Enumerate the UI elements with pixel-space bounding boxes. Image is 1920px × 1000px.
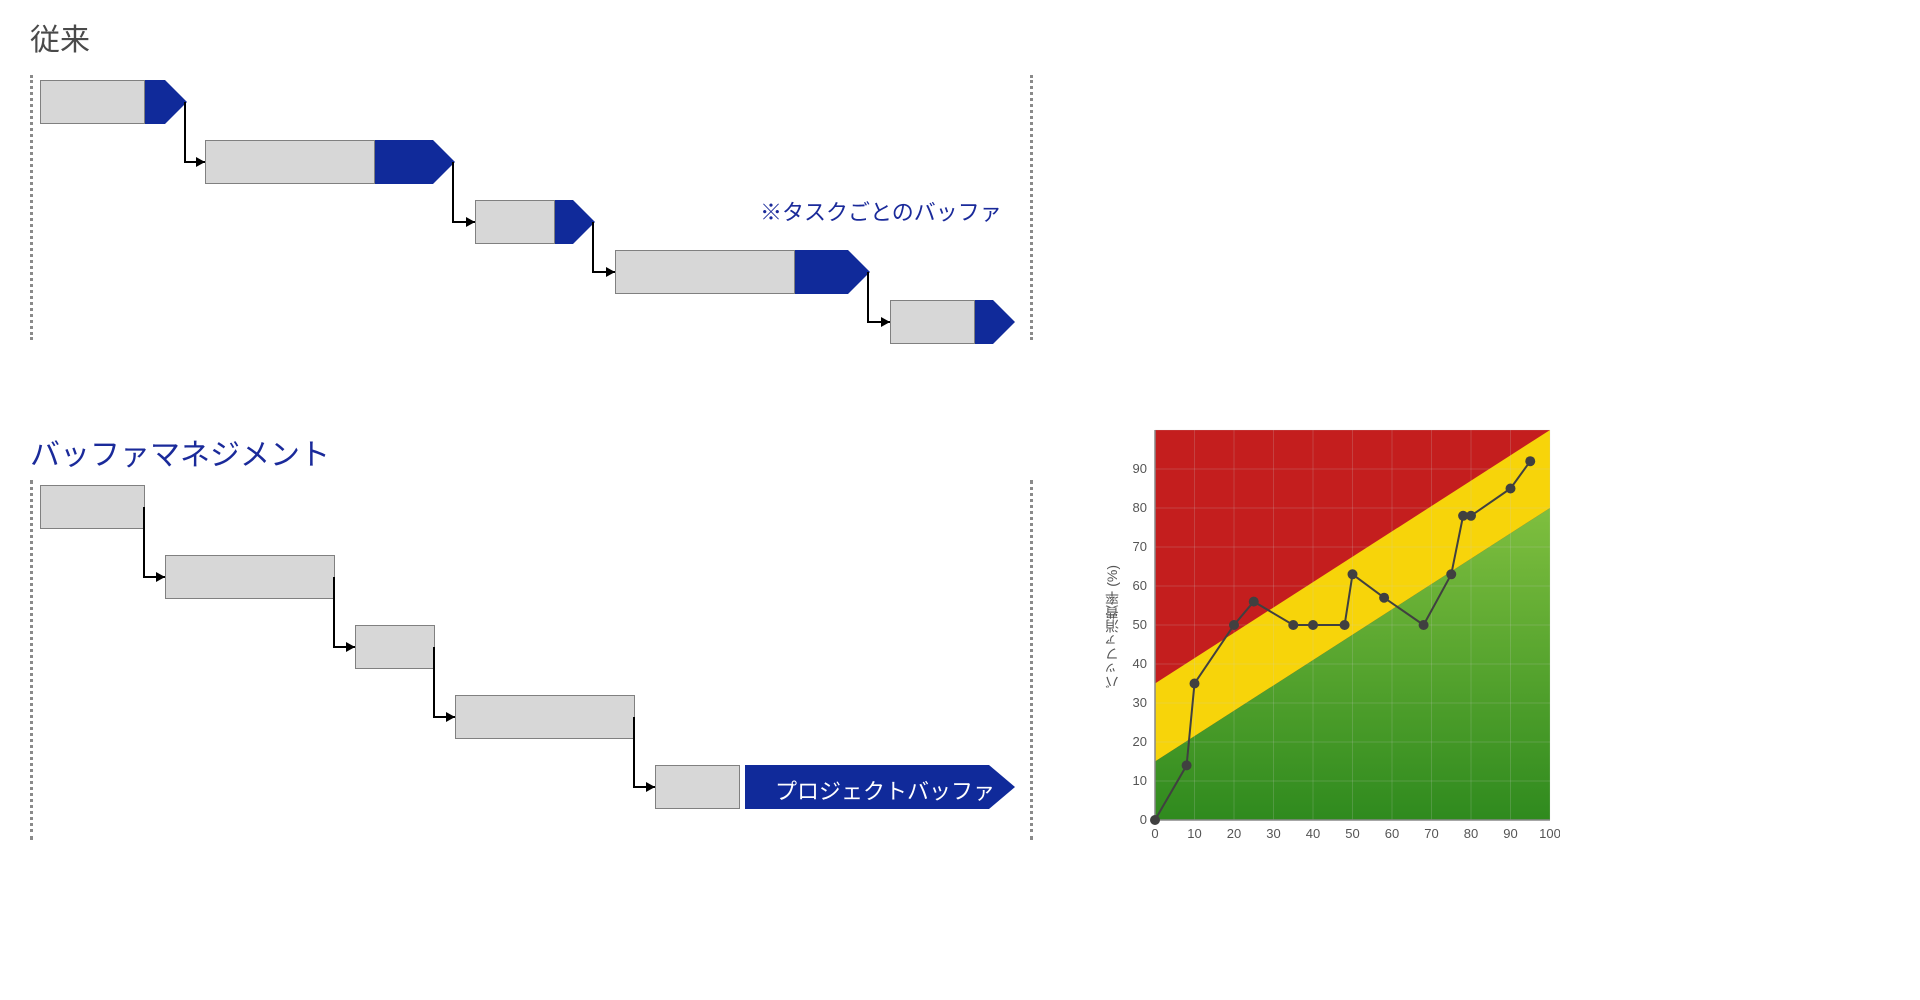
dependency-arrow [624, 707, 665, 797]
svg-text:70: 70 [1133, 539, 1147, 554]
dependency-arrow [443, 152, 485, 232]
svg-text:100: 100 [1539, 826, 1560, 841]
task-body [475, 200, 555, 244]
svg-text:30: 30 [1266, 826, 1280, 841]
task-body [355, 625, 435, 669]
section-title: バッファマネジメント [30, 430, 330, 474]
task-body [165, 555, 335, 599]
svg-text:80: 80 [1464, 826, 1478, 841]
svg-text:0: 0 [1140, 812, 1147, 827]
task-body [890, 300, 975, 344]
svg-text:40: 40 [1306, 826, 1320, 841]
per-task-buffer-note: ※タスクごとのバッファ [760, 195, 1002, 227]
svg-text:60: 60 [1385, 826, 1399, 841]
svg-text:90: 90 [1133, 461, 1147, 476]
time-boundary-line [1030, 480, 1033, 840]
svg-text:50: 50 [1133, 617, 1147, 632]
svg-text:80: 80 [1133, 500, 1147, 515]
task-body [205, 140, 375, 184]
svg-text:10: 10 [1187, 826, 1201, 841]
task-bar [655, 765, 740, 809]
dependency-arrow [424, 637, 465, 727]
svg-text:60: 60 [1133, 578, 1147, 593]
task-bar [40, 80, 187, 124]
svg-text:90: 90 [1503, 826, 1517, 841]
task-body [40, 485, 145, 529]
svg-text:50: 50 [1345, 826, 1359, 841]
time-boundary-line [30, 480, 33, 840]
dependency-arrow [858, 262, 900, 332]
task-bar [40, 485, 145, 529]
task-bar [890, 300, 1015, 344]
task-body [655, 765, 740, 809]
task-buffer [975, 300, 1015, 344]
task-body [615, 250, 795, 294]
fever-chart-ylabel: バッファ消費率 (%) [1102, 565, 1122, 689]
section-title: 従来 [30, 15, 90, 59]
time-boundary-line [30, 75, 33, 340]
task-body [455, 695, 635, 739]
task-bar [355, 625, 435, 669]
task-bar [615, 250, 870, 294]
svg-text:10: 10 [1133, 773, 1147, 788]
task-bar [455, 695, 635, 739]
svg-text:20: 20 [1227, 826, 1241, 841]
dependency-arrow [324, 567, 365, 657]
project-buffer-label: プロジェクトバッファ [775, 774, 995, 806]
svg-text:20: 20 [1133, 734, 1147, 749]
task-body [40, 80, 145, 124]
task-bar [165, 555, 335, 599]
task-bar [475, 200, 595, 244]
svg-text:0: 0 [1151, 826, 1158, 841]
dependency-arrow [175, 92, 215, 172]
task-bar [205, 140, 455, 184]
dependency-arrow [583, 212, 625, 282]
svg-text:40: 40 [1133, 656, 1147, 671]
svg-text:70: 70 [1424, 826, 1438, 841]
dependency-arrow [134, 497, 175, 587]
svg-text:30: 30 [1133, 695, 1147, 710]
time-boundary-line [1030, 75, 1033, 340]
fever-chart: 00 10 10 20 20 30 30 40 40 50 50 60 60 70 70 80 80 90 90 10… [1100, 420, 1560, 850]
